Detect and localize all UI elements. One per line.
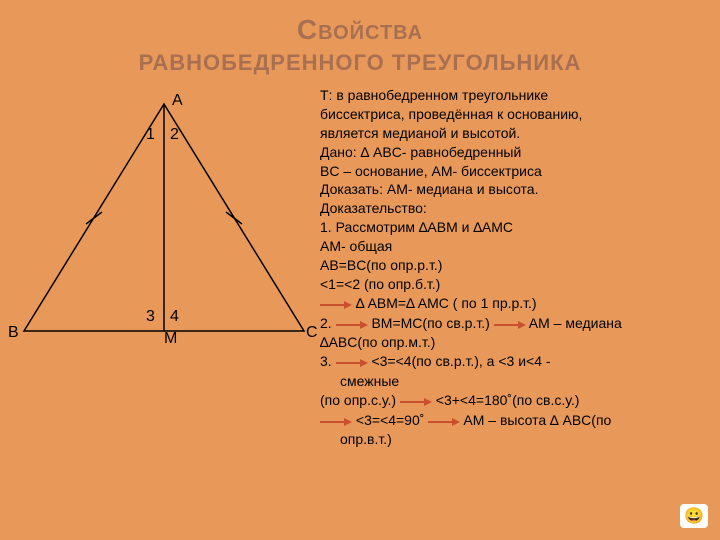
proof-line: 1. Рассмотрим ∆ABM и ∆AMC	[320, 218, 706, 237]
proof-line: 2. BM=MC(по св.р.т.) AM – медиана	[320, 314, 706, 334]
arrow-icon	[336, 353, 368, 372]
arrow-icon	[336, 314, 368, 333]
proof-line: Доказательство:	[320, 199, 706, 218]
arrow-icon	[320, 411, 352, 430]
angle-3-label: 3	[146, 308, 155, 326]
angle-4-label: 4	[170, 308, 179, 326]
content-row: A B C M 1 2 3 4 Т: в равнобедренном треу…	[0, 76, 720, 449]
angle-2-label: 2	[170, 126, 179, 144]
proof-line: биссектриса, проведённая к основанию,	[320, 105, 706, 124]
proof-text-span: 3.	[320, 353, 332, 369]
title-line-2: РАВНОБЕДРЕННОГО ТРЕУГОЛЬНИКА	[0, 46, 720, 76]
proof-line: ∆ ABM=∆ AMC ( по 1 пр.р.т.)	[320, 294, 706, 314]
triangle-svg	[14, 86, 314, 366]
triangle-figure: A B C M 1 2 3 4	[14, 86, 314, 366]
proof-text-span: (по опр.с.у.)	[320, 392, 396, 408]
vertex-b-label: B	[8, 324, 19, 342]
arrow-icon	[400, 392, 432, 411]
proof-text-span: ∆ ABM=∆ AMC ( по 1 пр.р.т.)	[356, 295, 537, 311]
vertex-c-label: C	[306, 324, 318, 342]
proof-line: опр.в.т.)	[320, 430, 706, 449]
proof-line: 3. <3=<4(по св.р.т.), а <3 и<4 -	[320, 352, 706, 372]
proof-line: BC – основание, AM- биссектриса	[320, 162, 706, 181]
vertex-a-label: A	[172, 92, 183, 110]
proof-line: Доказать: AM- медиана и высота.	[320, 180, 706, 199]
proof-line: AM- общая	[320, 237, 706, 256]
arrow-icon	[320, 295, 352, 314]
arrow-icon	[494, 314, 526, 333]
proof-text-span: AM – высота ∆ ABC(по	[463, 412, 611, 428]
proof-text-span: <3=<4=90˚	[356, 412, 425, 428]
proof-line: AB=BC(по опр.р.т.)	[320, 256, 706, 275]
proof-line: Дано: ∆ ABC- равнобедренный	[320, 143, 706, 162]
angle-1-label: 1	[146, 126, 155, 144]
proof-text-span: <3+<4=180˚(по св.с.у.)	[436, 392, 580, 408]
proof-text-span: 2.	[320, 315, 332, 331]
proof-line: <3=<4=90˚ AM – высота ∆ ABC(по	[320, 411, 706, 431]
proof-line: Т: в равнобедренном треугольнике	[320, 86, 706, 105]
proof-line: <1=<2 (по опр.б.т.)	[320, 275, 706, 294]
proof-text-span: <3=<4(по св.р.т.), а <3 и<4 -	[371, 353, 550, 369]
proof-line: является медианой и высотой.	[320, 124, 706, 143]
proof-line: смежные	[320, 372, 706, 391]
title-line-1: Свойства	[0, 0, 720, 46]
proof-text: Т: в равнобедренном треугольнике биссект…	[314, 86, 706, 449]
arrow-icon	[428, 411, 460, 430]
proof-line: (по опр.с.у.) <3+<4=180˚(по св.с.у.)	[320, 391, 706, 411]
point-m-label: M	[164, 330, 177, 348]
proof-text-span: BM=MC(по св.р.т.)	[371, 315, 489, 331]
proof-line: ∆ABC(по опр.м.т.)	[320, 333, 706, 352]
emoji-icon: 😀	[680, 504, 708, 528]
proof-text-span: AM – медиана	[529, 315, 622, 331]
